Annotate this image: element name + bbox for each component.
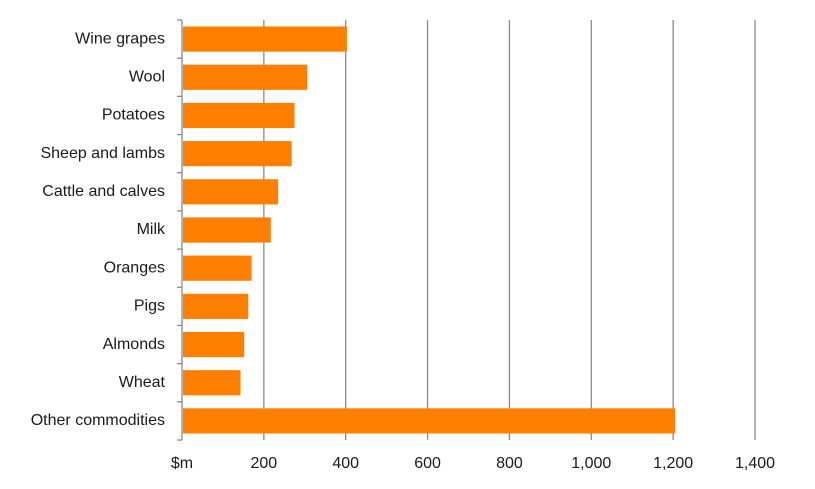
bar-pigs <box>183 293 249 319</box>
category-label-milk: Milk <box>137 221 166 238</box>
x-tick-label-6: 1,200 <box>653 455 693 472</box>
bar-oranges <box>183 255 252 281</box>
bar-other-commodities <box>183 408 676 434</box>
gridlines <box>263 20 756 440</box>
bar-wine-grapes <box>183 26 347 52</box>
category-label-wheat: Wheat <box>119 374 166 391</box>
category-label-pigs: Pigs <box>134 298 165 315</box>
x-tick-label-1: 200 <box>251 455 278 472</box>
bar-wool <box>183 64 308 90</box>
bar-potatoes <box>183 102 295 129</box>
bar-milk <box>183 217 271 243</box>
y-axis-ticks <box>177 19 182 441</box>
category-label-oranges: Oranges <box>104 259 165 276</box>
x-tick-label-3: 600 <box>414 455 441 472</box>
category-label-potatoes: Potatoes <box>102 107 165 124</box>
bar-wheat <box>183 370 241 396</box>
bars <box>183 26 676 434</box>
category-label-cattle-and-calves: Cattle and calves <box>42 183 165 200</box>
bar-almonds <box>183 331 245 358</box>
bar-sheep-and-lambs <box>183 141 292 167</box>
x-tick-label-7: 1,400 <box>735 455 775 472</box>
category-label-wine-grapes: Wine grapes <box>75 30 165 47</box>
category-labels: Wine grapes Wool Potatoes Sheep and lambs Ca… <box>31 30 166 429</box>
x-tick-label-5: 1,000 <box>571 455 611 472</box>
x-tick-label-0: $m <box>171 455 193 472</box>
category-label-sheep-and-lambs: Sheep and lambs <box>40 145 165 162</box>
x-tick-label-4: 800 <box>496 455 523 472</box>
x-tick-label-2: 400 <box>332 455 359 472</box>
x-tick-labels: $m 200 400 600 800 1,000 1,200 1,400 <box>171 455 775 472</box>
category-label-other-commodities: Other commodities <box>31 412 165 429</box>
category-label-wool: Wool <box>129 68 165 85</box>
category-label-almonds: Almonds <box>103 336 165 353</box>
bar-cattle-and-calves <box>183 179 279 205</box>
